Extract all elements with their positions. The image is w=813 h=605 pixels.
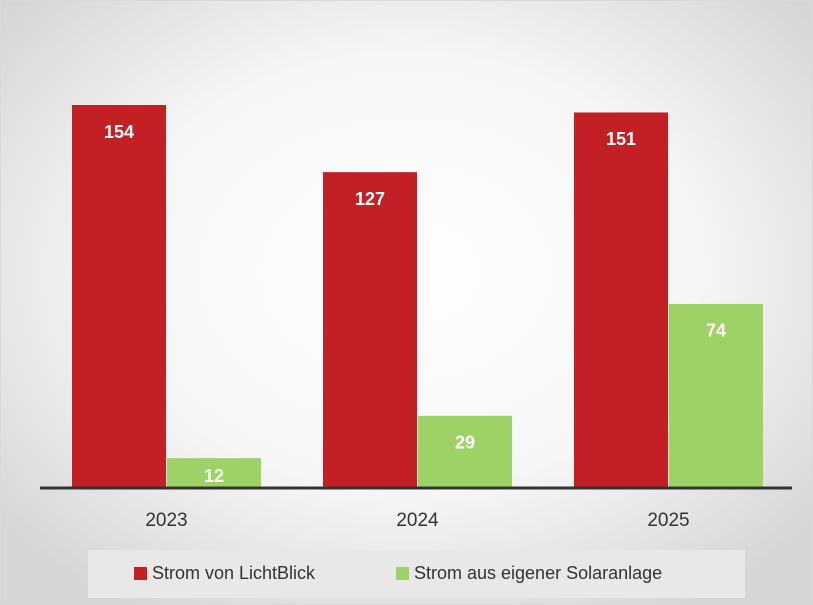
data-label: 151 [606, 129, 636, 149]
bar [669, 303, 763, 488]
bar [418, 415, 512, 488]
data-label: 154 [104, 122, 134, 142]
data-label: 29 [455, 433, 475, 453]
bar [167, 458, 261, 488]
bar [72, 105, 166, 488]
bar [574, 112, 668, 489]
legend-label: Strom von LichtBlick [152, 563, 316, 583]
x-tick-label: 2024 [396, 510, 439, 531]
legend-label: Strom aus eigener Solaranlage [414, 563, 662, 583]
data-label: 12 [204, 466, 224, 486]
x-tick-label: 2023 [145, 510, 187, 531]
legend-swatch [396, 567, 409, 580]
legend-box [88, 550, 745, 598]
x-tick-label: 2025 [647, 510, 689, 531]
bar [323, 172, 417, 488]
data-label: 74 [706, 321, 726, 341]
legend-swatch [134, 567, 147, 580]
data-label: 127 [355, 189, 385, 209]
